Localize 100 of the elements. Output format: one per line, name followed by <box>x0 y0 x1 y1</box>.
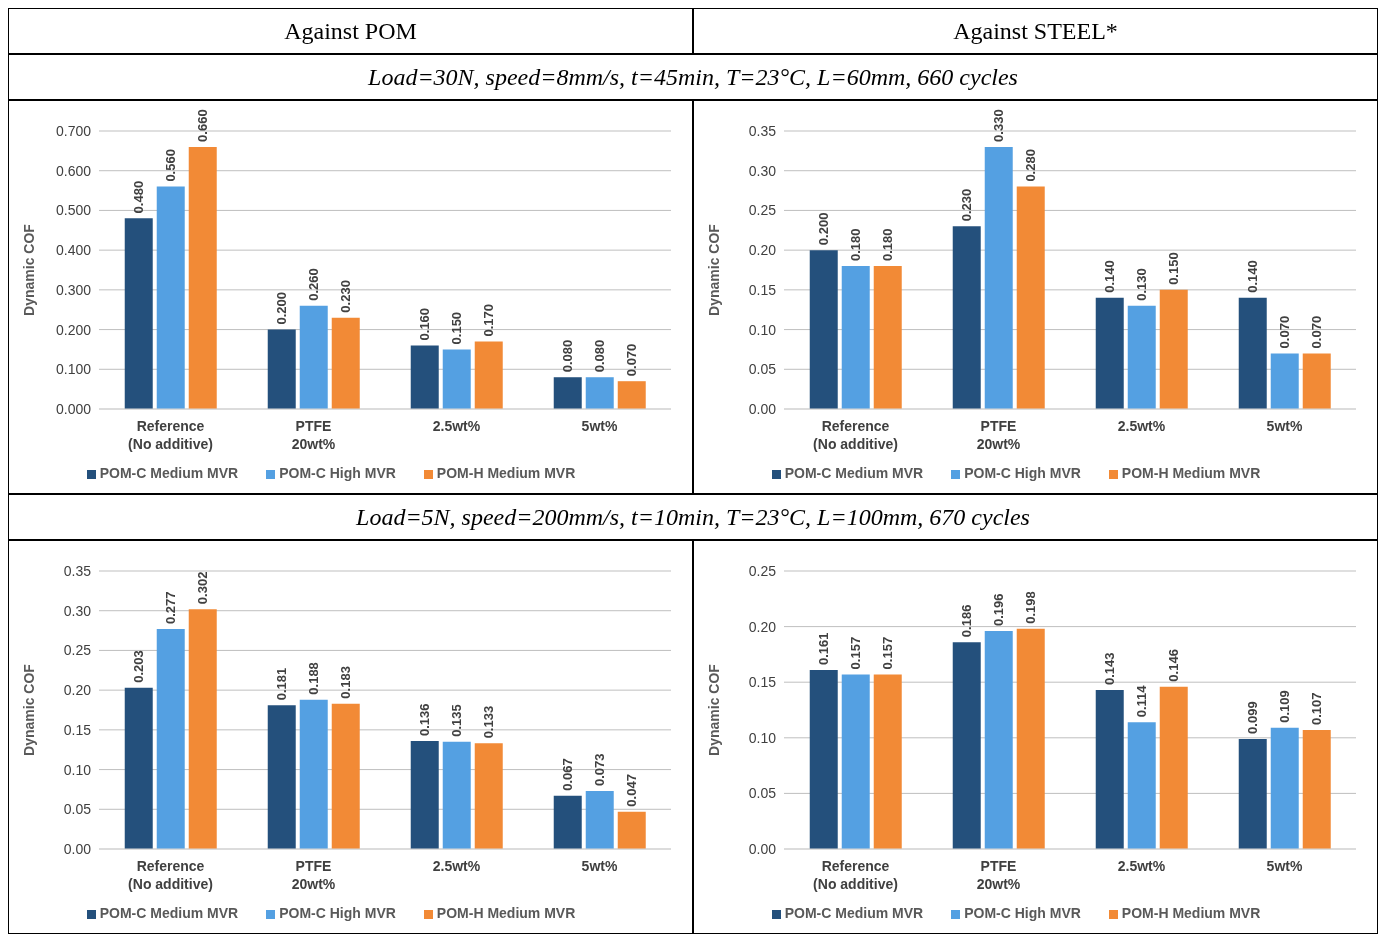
y-tick-label: 0.25 <box>748 202 777 219</box>
data-label: 0.080 <box>592 339 608 373</box>
bar <box>442 741 471 849</box>
data-label: 0.181 <box>274 667 290 701</box>
y-tick-label: 0.20 <box>748 618 777 635</box>
legend-label: POM-C High MVR <box>964 465 1081 481</box>
bar <box>809 669 838 849</box>
data-label: 0.170 <box>481 303 497 337</box>
y-tick-label: 0.20 <box>748 242 777 259</box>
bar <box>188 609 217 849</box>
bar <box>952 642 981 849</box>
chart-title: Against STEEL* <box>693 8 1378 54</box>
bar <box>617 811 646 849</box>
y-tick-label: 0.25 <box>63 642 92 659</box>
bar <box>873 674 902 849</box>
data-label: 0.140 <box>1245 260 1261 293</box>
x-tick-label: PTFE 20wt% <box>976 418 1021 452</box>
legend-label: POM-H Medium MVR <box>1121 465 1261 481</box>
data-label: 0.146 <box>1166 649 1182 682</box>
y-tick-label: 0.10 <box>748 729 777 746</box>
data-label: 0.099 <box>1245 701 1261 734</box>
bar <box>1127 722 1156 849</box>
data-label: 0.073 <box>592 753 608 787</box>
legend-label: POM-H Medium MVR <box>1121 905 1261 921</box>
bar <box>124 218 153 409</box>
legend-label: POM-C High MVR <box>964 905 1081 921</box>
bar <box>474 341 503 409</box>
bar <box>410 740 439 849</box>
data-label: 0.198 <box>1023 591 1039 624</box>
bar <box>156 628 185 849</box>
bar <box>841 266 870 409</box>
data-label: 0.143 <box>1102 652 1118 685</box>
data-label: 0.080 <box>560 339 576 373</box>
data-label: 0.260 <box>306 268 322 301</box>
data-label: 0.070 <box>624 343 640 377</box>
data-label: 0.277 <box>163 591 179 624</box>
y-tick-label: 0.15 <box>63 721 92 738</box>
data-label: 0.130 <box>1134 268 1150 301</box>
y-tick-label: 0.35 <box>63 562 92 579</box>
x-tick-label: 2.5wt% <box>432 858 481 874</box>
data-label: 0.157 <box>880 636 896 670</box>
y-tick-label: 0.20 <box>63 682 92 699</box>
y-tick-label: 0.05 <box>748 361 777 378</box>
y-axis-title: Dynamic COF <box>20 663 37 756</box>
bar <box>474 743 503 849</box>
bar <box>841 674 870 849</box>
x-tick-label: 5wt% <box>581 858 618 874</box>
y-tick-label: 0.30 <box>63 602 92 619</box>
y-tick-label: 0.35 <box>748 122 777 139</box>
bar <box>984 631 1013 849</box>
bar <box>809 250 838 409</box>
data-label: 0.230 <box>338 280 354 313</box>
data-label: 0.150 <box>1166 252 1182 285</box>
bar <box>553 377 582 409</box>
data-label: 0.302 <box>195 571 211 605</box>
bar <box>1095 689 1124 849</box>
y-axis-title: Dynamic COF <box>705 663 722 756</box>
data-label: 0.070 <box>1309 315 1325 349</box>
x-tick-label: 5wt% <box>1266 858 1303 874</box>
y-tick-label: 0.00 <box>63 840 92 857</box>
y-tick-label: 0.700 <box>55 122 92 139</box>
data-label: 0.150 <box>449 311 465 345</box>
y-tick-label: 0.500 <box>55 202 92 219</box>
data-label: 0.480 <box>131 180 147 214</box>
y-tick-label: 0.000 <box>55 400 92 417</box>
y-tick-label: 0.00 <box>748 840 777 857</box>
bar <box>952 226 981 409</box>
bar <box>1270 353 1299 409</box>
legend-label: POM-C Medium MVR <box>784 905 924 921</box>
bar <box>1302 353 1331 409</box>
data-label: 0.200 <box>274 292 290 325</box>
bar <box>1159 289 1188 409</box>
data-label: 0.136 <box>417 703 433 736</box>
data-label: 0.186 <box>959 604 975 638</box>
x-tick-label: 2.5wt% <box>1117 858 1166 874</box>
y-tick-label: 0.100 <box>55 361 92 378</box>
y-tick-label: 0.10 <box>63 761 92 778</box>
data-label: 0.107 <box>1309 692 1325 726</box>
data-label: 0.140 <box>1102 260 1118 293</box>
y-tick-label: 0.00 <box>748 400 777 417</box>
legend-label: POM-C High MVR <box>279 465 396 481</box>
bar <box>585 791 614 849</box>
bar <box>585 377 614 409</box>
data-label: 0.070 <box>1277 315 1293 349</box>
x-tick-label: PTFE 20wt% <box>976 858 1021 892</box>
data-label: 0.067 <box>560 758 576 791</box>
data-label: 0.280 <box>1023 149 1039 182</box>
x-tick-label: 5wt% <box>581 418 618 434</box>
data-label: 0.188 <box>306 662 322 695</box>
chart-subtitle: Load=30N, speed=8mm/s, t=45min, T=23°C, L=60mm, 660 cycles <box>8 54 1378 100</box>
chart-title: Against POM <box>8 8 693 54</box>
legend-label: POM-C Medium MVR <box>99 465 239 481</box>
bar <box>267 329 296 409</box>
bar <box>1127 305 1156 409</box>
x-tick-label: PTFE 20wt% <box>291 858 336 892</box>
y-tick-label: 0.05 <box>748 785 777 802</box>
y-tick-label: 0.10 <box>748 321 777 338</box>
y-axis-title: Dynamic COF <box>705 223 722 316</box>
x-tick-label: 2.5wt% <box>1117 418 1166 434</box>
data-label: 0.560 <box>163 149 179 182</box>
